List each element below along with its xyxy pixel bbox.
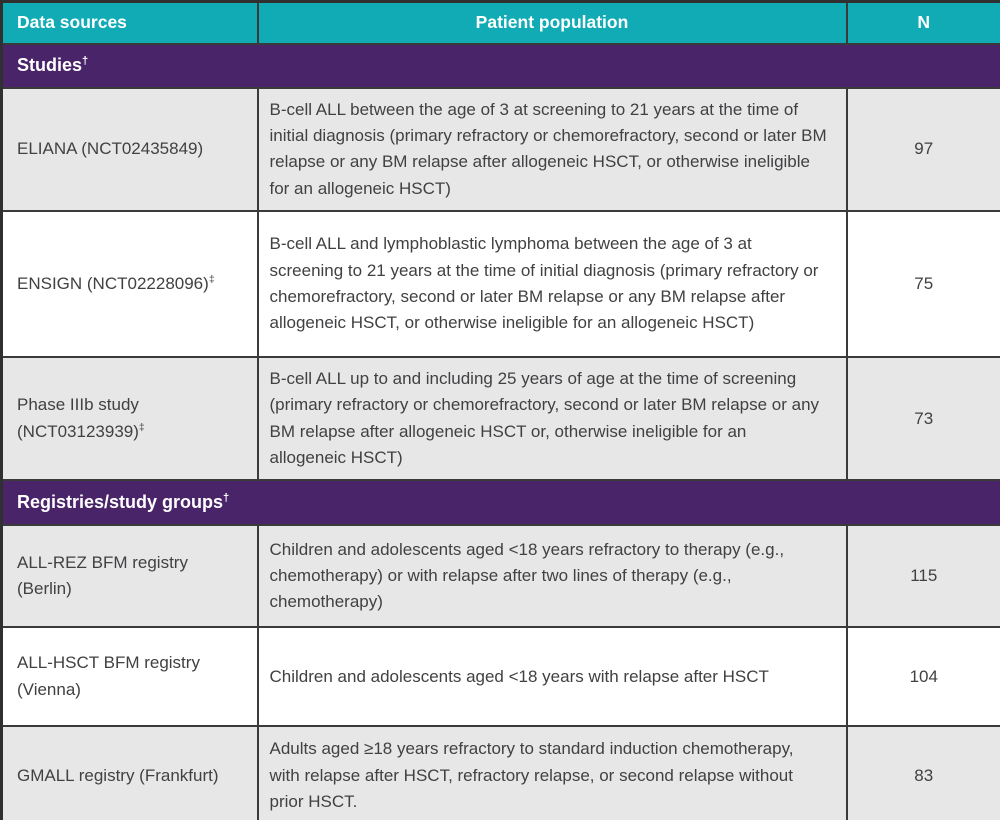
column-header-data-sources: Data sources [0, 0, 259, 45]
n-value-cell: 115 [845, 524, 1000, 629]
data-source-cell: ELIANA (NCT02435849) [0, 86, 259, 212]
n-value-cell: 73 [845, 355, 1000, 482]
n-value-cell: 97 [845, 86, 1000, 212]
data-source-cell: ALL-REZ BFM registry (Berlin) [0, 524, 259, 629]
data-source-label: GMALL registry (Frankfurt) [17, 765, 219, 785]
column-header-patient-population: Patient population [256, 0, 848, 45]
table-row-all-hsct: ALL-HSCT BFM registry (Vienna) Children … [0, 626, 1000, 728]
data-source-cell: ENSIGN (NCT02228096)‡ [0, 209, 259, 358]
header-row: Data sources Patient population N [0, 0, 1000, 45]
patient-population-cell: Adults aged ≥18 years refractory to stan… [256, 725, 848, 820]
section-title-text: Registries/study groups [17, 492, 224, 513]
patient-population-cell: Children and adolescents aged <18 years … [256, 626, 848, 728]
section-title: Studies† [0, 42, 1000, 89]
data-source-label: Phase IIIb study (NCT03123939) [17, 395, 139, 441]
n-value-cell: 75 [845, 209, 1000, 358]
data-source-cell: ALL-HSCT BFM registry (Vienna) [0, 626, 259, 728]
table-row-all-rez: ALL-REZ BFM registry (Berlin) Children a… [0, 524, 1000, 629]
n-value-cell: 83 [845, 725, 1000, 820]
footnote-marker: ‡ [138, 420, 145, 433]
dagger-marker: † [223, 492, 230, 505]
patient-population-cell: Children and adolescents aged <18 years … [256, 524, 848, 629]
section-title: Registries/study groups† [0, 479, 1000, 527]
n-value-cell: 104 [845, 626, 1000, 728]
dagger-marker: † [82, 55, 89, 67]
section-title-text: Studies [17, 55, 83, 75]
patient-population-cell: B-cell ALL between the age of 3 at scree… [256, 86, 848, 212]
data-source-cell: GMALL registry (Frankfurt) [0, 725, 259, 820]
footnote-marker: ‡ [208, 273, 215, 286]
column-header-n: N [845, 0, 1000, 45]
table-row-gmall: GMALL registry (Frankfurt) Adults aged ≥… [0, 725, 1000, 820]
data-source-cell: Phase IIIb study (NCT03123939)‡ [0, 355, 259, 482]
data-source-label: ELIANA (NCT02435849) [17, 139, 204, 159]
section-header-registries: Registries/study groups† [0, 479, 1000, 527]
table-row-eliana: ELIANA (NCT02435849) B-cell ALL between … [0, 86, 1000, 212]
data-source-label: ENSIGN (NCT02228096) [17, 273, 209, 293]
data-source-label: ALL-REZ BFM registry (Berlin) [17, 552, 188, 599]
section-header-studies: Studies† [0, 42, 1000, 89]
table-row-phase-iiib: Phase IIIb study (NCT03123939)‡ B-cell A… [0, 355, 1000, 482]
data-source-label: ALL-HSCT BFM registry (Vienna) [17, 653, 200, 699]
table-row-ensign: ENSIGN (NCT02228096)‡ B-cell ALL and lym… [0, 209, 1000, 358]
patient-population-cell: B-cell ALL and lymphoblastic lymphoma be… [256, 209, 848, 358]
patient-population-cell: B-cell ALL up to and including 25 years … [256, 355, 848, 482]
